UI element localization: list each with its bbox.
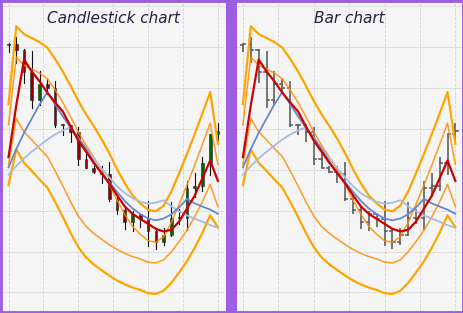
Bar <box>146 219 149 231</box>
Bar <box>131 214 134 223</box>
Bar <box>23 50 25 72</box>
Bar <box>85 159 87 168</box>
Bar <box>169 218 172 235</box>
Bar <box>162 235 165 242</box>
Bar <box>115 199 118 210</box>
Bar <box>139 214 141 219</box>
Bar <box>185 188 188 218</box>
Bar <box>123 210 126 223</box>
Bar <box>216 131 219 134</box>
Bar <box>92 168 95 172</box>
Bar <box>38 85 41 100</box>
Bar <box>208 134 211 163</box>
Bar <box>200 163 203 186</box>
Bar <box>77 132 80 159</box>
Bar <box>69 125 72 132</box>
Bar <box>100 172 103 174</box>
Bar <box>154 231 157 242</box>
Bar <box>31 72 33 100</box>
Bar <box>46 85 49 88</box>
Bar <box>177 217 180 218</box>
Bar <box>193 186 195 188</box>
Bar <box>108 174 111 199</box>
Bar <box>54 88 56 125</box>
Text: Bar chart: Bar chart <box>313 11 384 26</box>
Bar <box>61 124 64 125</box>
Text: Candlestick chart: Candlestick chart <box>47 11 179 26</box>
Bar <box>15 44 18 50</box>
Bar <box>7 44 10 45</box>
